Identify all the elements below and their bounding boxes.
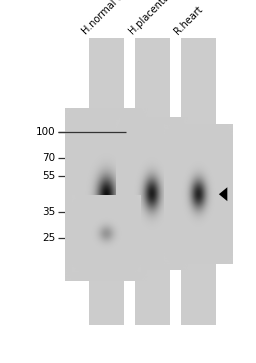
Text: 100: 100 — [35, 127, 55, 138]
Bar — [89, 38, 124, 325]
Text: H.placenta: H.placenta — [126, 0, 171, 36]
Text: 35: 35 — [42, 207, 55, 217]
Text: R.heart: R.heart — [173, 4, 205, 36]
Polygon shape — [219, 187, 227, 201]
Text: 25: 25 — [42, 233, 55, 243]
Text: 70: 70 — [42, 153, 55, 163]
Text: H.normal uterus: H.normal uterus — [80, 0, 144, 36]
Text: 55: 55 — [42, 171, 55, 181]
Bar — [181, 38, 216, 325]
Bar — [135, 38, 170, 325]
